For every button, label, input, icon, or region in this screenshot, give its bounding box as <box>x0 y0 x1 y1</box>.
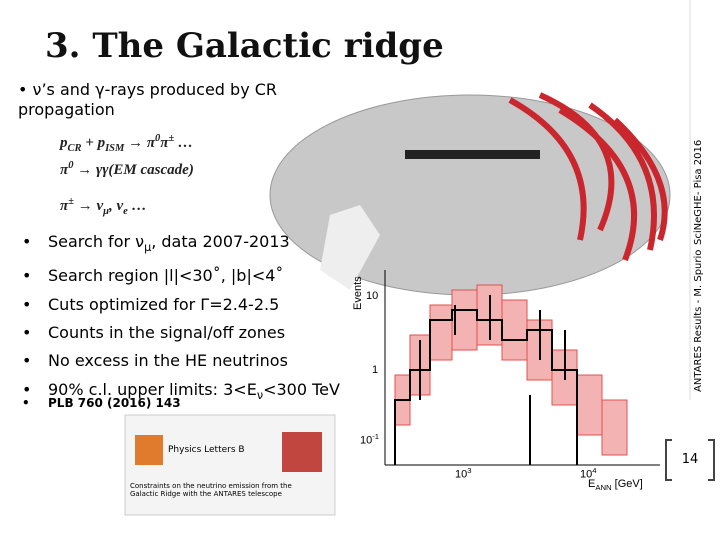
error-bars <box>419 295 566 465</box>
y-tick-label: 10 <box>366 290 378 302</box>
text-segment: , data 2007-2013 <box>151 232 290 251</box>
data-steps <box>394 309 578 465</box>
text-segment: Search for ν <box>48 232 145 251</box>
text-segment: 0 <box>68 160 74 171</box>
equation: π± → νμ, νe … <box>60 196 147 217</box>
bullet: Search region |l|<30˚, |b|<4˚ <box>22 262 340 290</box>
text-segment: p <box>60 135 68 151</box>
text-segment: 10 <box>580 468 593 481</box>
text-segment: , ν <box>108 198 124 214</box>
page-brackets <box>665 439 715 481</box>
title: 3. The Galactic ridge <box>45 26 444 66</box>
reference: PLB 760 (2016) 143 <box>22 396 181 410</box>
text-segment: ± <box>68 196 74 207</box>
text-segment: [GeV] <box>611 478 643 490</box>
text-segment: + p <box>81 135 106 151</box>
bullet: Counts in the signal/off zones <box>22 319 340 347</box>
text-segment: π <box>60 162 69 178</box>
region-bar <box>405 150 540 159</box>
text-segment: π <box>60 198 69 214</box>
journal-name: Physics Letters B <box>168 445 245 455</box>
y-label: Events <box>352 276 364 310</box>
text-segment: μ <box>103 206 109 217</box>
text-segment: Counts in the signal/off zones <box>48 323 286 343</box>
text-segment: Search region |l|<30˚, |b|<4˚ <box>48 266 284 286</box>
y-tick-label: 10-1 <box>360 432 379 447</box>
text-segment: … <box>127 198 147 214</box>
text-segment: propagation <box>18 100 115 119</box>
spiral-arms <box>508 92 668 262</box>
page-number: 14 <box>681 452 699 467</box>
text-segment: π <box>160 135 169 151</box>
bullet: No excess in the HE neutrinos <box>22 347 340 375</box>
intro-bullet: • ν’s and γ-rays produced by CR propagati… <box>18 80 278 119</box>
text-segment: 10 <box>455 468 468 481</box>
text-segment: CR <box>67 143 82 154</box>
text-segment: 1 <box>372 364 379 376</box>
text-segment: 3 <box>467 466 472 475</box>
equation: pCR + pISM → π0π± … <box>60 133 193 154</box>
text-segment: ISM <box>105 143 125 154</box>
text-segment: → π <box>124 135 156 151</box>
bullet: Search for νμ, data 2007-2013 <box>22 228 340 262</box>
text-segment: No excess in the HE neutrinos <box>48 351 288 371</box>
text-segment: → ν <box>73 198 104 214</box>
text-segment: ν <box>256 388 264 402</box>
text-segment: 10 <box>366 290 379 302</box>
text-segment: ± <box>168 133 175 144</box>
text-segment: 4 <box>592 466 597 475</box>
bkg-boxes <box>394 284 628 456</box>
text-segment: 90% c.l. upper limits: 3<E <box>48 379 257 399</box>
text-segment: μ <box>144 241 152 255</box>
text-segment: E <box>588 478 596 490</box>
elsevier-logo <box>135 435 163 465</box>
text-segment: Cuts optimized for Γ=2.4-2.5 <box>48 294 280 314</box>
x-label: EANN [GeV] <box>588 478 643 492</box>
text-segment: e <box>123 206 128 217</box>
paper-title: Constraints on the neutrino emission fro… <box>130 482 292 498</box>
bullet-list: Search for νμ, data 2007-2013 Search regi… <box>22 228 340 410</box>
text-segment: ν’s and γ-rays produced by CR <box>32 80 278 99</box>
text-segment: 0 <box>155 133 161 144</box>
text-segment: ANN <box>595 483 612 493</box>
sidebar-author: ANTARES Results - M. Spurio <box>693 249 704 392</box>
x-tick-label: 103 <box>455 466 472 481</box>
equation: π0 → γγ(EM cascade) <box>60 160 194 179</box>
bullet: Cuts optimized for Γ=2.4-2.5 <box>22 291 340 319</box>
bullet: 90% c.l. upper limits: 3<Eν<300 TeV <box>22 376 340 410</box>
x-tick-label: 104 <box>580 466 597 481</box>
journal-cover <box>282 432 322 472</box>
text-segment: … <box>174 135 194 151</box>
text-segment: -1 <box>372 432 380 441</box>
text-segment: 10 <box>360 434 373 447</box>
y-tick-label: 1 <box>372 364 378 376</box>
text-segment: <300 TeV <box>263 379 340 399</box>
text-segment: → γγ(EM cascade) <box>73 162 194 178</box>
sidebar-event: SciNeGHE- Pisa 2016 <box>693 139 704 245</box>
